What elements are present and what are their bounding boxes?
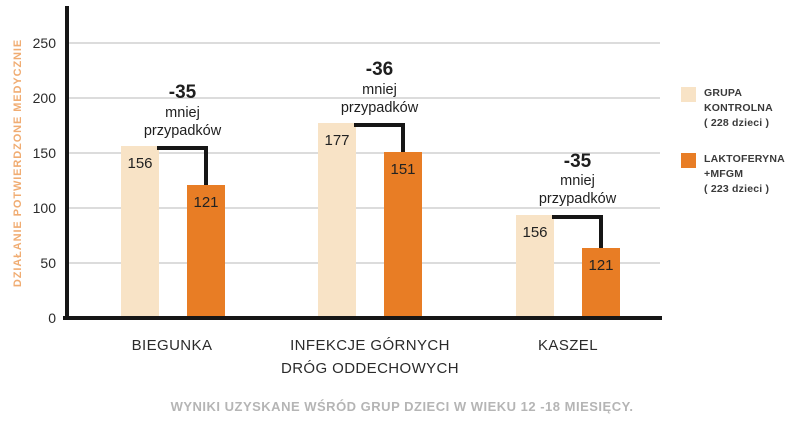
- bar-value-label: 156: [522, 223, 548, 241]
- y-tick-label: 200: [32, 90, 56, 106]
- difference-value: -36: [365, 59, 394, 81]
- category-line: KASZEL: [538, 337, 598, 354]
- bar-value-label: 177: [324, 132, 350, 150]
- legend-label: LAKTOFERYNA +MFGM ( 223 dzieci ): [704, 152, 785, 198]
- control-group-bar: [318, 123, 356, 318]
- bar-value-label: 156: [127, 155, 153, 173]
- x-axis-category-label: BIEGUNKA: [132, 334, 213, 357]
- y-tick-label: 0: [48, 310, 56, 326]
- annotation-line: przypadków: [143, 123, 222, 140]
- gridline: [68, 42, 660, 44]
- laktoferyna-bar: [582, 247, 620, 318]
- difference-bracket: [157, 146, 208, 185]
- legend-swatch: [681, 87, 696, 102]
- legend-label-line: GRUPA: [704, 87, 743, 99]
- legend-label-line: KONTROLNA: [704, 102, 773, 115]
- difference-annotation: -36 mniej przypadków: [341, 59, 418, 117]
- bar-value-label: 121: [588, 256, 614, 274]
- laktoferyna-bar: [187, 184, 225, 318]
- legend-label-line: ( 223 dzieci ): [704, 183, 770, 196]
- laktoferyna-bar: [384, 151, 422, 318]
- annotation-line: mniej: [362, 82, 397, 99]
- annotation-line: mniej: [560, 173, 595, 190]
- annotation-line: mniej: [165, 105, 200, 122]
- control-group-bar: [121, 146, 159, 318]
- gridline: [68, 262, 660, 264]
- difference-annotation: -35 mniej przypadków: [144, 82, 221, 140]
- legend-label: GRUPA KONTROLNA ( 228 dzieci ): [704, 86, 773, 132]
- y-tick-label: 250: [32, 35, 56, 51]
- footer-caption: WYNIKI UZYSKANE WŚRÓD GRUP DZIECI W WIEK…: [170, 399, 634, 414]
- y-tick-label: 50: [40, 255, 56, 271]
- gridline: [68, 152, 660, 154]
- gridline: [68, 207, 660, 209]
- difference-bracket: [354, 123, 405, 152]
- x-axis-category-label: KASZEL: [538, 334, 598, 357]
- control-group-bar: [516, 214, 554, 318]
- difference-value: -35: [563, 150, 592, 172]
- legend-item-laktoferyna: LAKTOFERYNA +MFGM ( 223 dzieci ): [681, 152, 799, 198]
- gridline: [68, 97, 660, 99]
- legend-label-line: +MFGM: [704, 167, 744, 180]
- x-axis-line: [63, 316, 662, 320]
- legend-swatch: [681, 152, 696, 168]
- x-axis-category-label: INFEKCJE GÓRNYCH DRÓG ODDECHOWYCH: [281, 334, 459, 381]
- category-line: INFEKCJE GÓRNYCH: [290, 337, 450, 354]
- legend: GRUPA KONTROLNA ( 228 dzieci ) LAKTOFERYNA +…: [681, 86, 799, 217]
- category-line: BIEGUNKA: [131, 337, 213, 354]
- legend-label-line: LAKTOFERYNA: [704, 152, 785, 165]
- difference-bracket: [552, 214, 603, 248]
- annotation-line: przypadków: [538, 191, 617, 208]
- category-line: DRÓG ODDECHOWYCH: [280, 360, 460, 378]
- legend-label-line: ( 228 dzieci ): [704, 117, 770, 130]
- bar-value-label: 121: [193, 193, 219, 211]
- y-tick-label: 100: [32, 200, 56, 216]
- y-axis-line: [65, 6, 69, 320]
- difference-annotation: -35 mniej przypadków: [539, 151, 616, 209]
- difference-value: -35: [168, 82, 197, 104]
- bar-value-label: 151: [390, 160, 416, 178]
- legend-item-control: GRUPA KONTROLNA ( 228 dzieci ): [681, 86, 799, 132]
- y-tick-label: 150: [32, 145, 56, 161]
- annotation-line: przypadków: [340, 100, 419, 117]
